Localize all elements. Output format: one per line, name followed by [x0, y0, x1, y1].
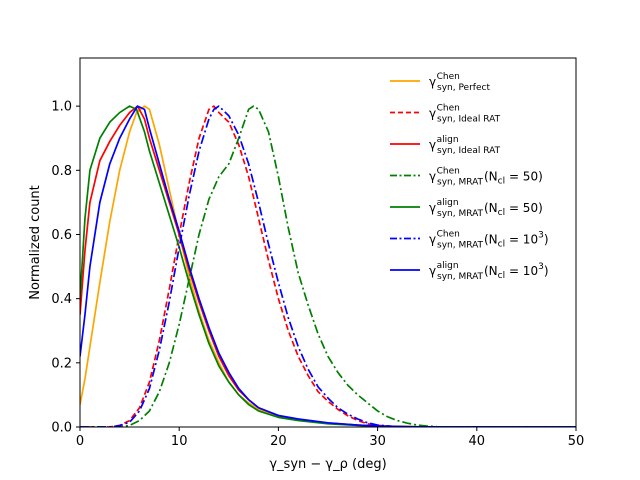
legend-entry-subscript: syn, MRAT: [437, 209, 484, 219]
y-tick-label: 0.0: [51, 421, 72, 436]
legend-entry-suffix: (Ncl = 50): [484, 201, 543, 218]
legend-entry-7: γalign: [429, 261, 459, 278]
x-tick-label: 10: [171, 434, 188, 449]
y-tick-label: 0.6: [51, 228, 72, 243]
series-line-2: [80, 105, 576, 427]
legend-entry-suffix: (Ncl = 50): [484, 170, 543, 187]
x-tick-label: 30: [369, 434, 386, 449]
legend-entry-subscript: syn, MRAT: [437, 272, 484, 282]
series-line-6: [80, 105, 576, 427]
legend-entry-subscript: syn, MRAT: [437, 178, 484, 188]
series-layer: [80, 105, 576, 427]
series-line-4: [80, 105, 576, 427]
y-tick-label: 1.0: [51, 100, 72, 115]
legend-entry-subscript: syn, Ideal RAT: [437, 146, 501, 156]
legend-entry-suffix: (Ncl = 103): [484, 231, 549, 250]
ticks-layer: 0 10 20 30 40 50 0.0 0.2 0.4 0.6 0.8 1.0: [51, 100, 584, 449]
x-tick-label: 50: [568, 434, 585, 449]
y-tick-label: 0.4: [51, 292, 72, 307]
legend-entry-4: γChen: [429, 167, 460, 184]
x-tick-label: 40: [469, 434, 486, 449]
legend-entry-2: γChen: [429, 104, 460, 121]
legend-entry-suffix: (Ncl = 103): [484, 262, 549, 281]
legend-entry-5: γalign: [429, 198, 459, 215]
legend-entry-1: γChen: [429, 72, 460, 89]
legend-entry-subscript: syn, Perfect: [437, 83, 490, 93]
x-tick-label: 0: [76, 434, 84, 449]
x-tick-label: 20: [270, 434, 287, 449]
series-line-7: [80, 105, 576, 427]
legend-entry-6: γChen: [429, 230, 460, 247]
axes-frame: [79, 57, 577, 428]
y-tick-label: 0.8: [51, 164, 72, 179]
legend-entry-3: γalign: [429, 135, 459, 152]
y-axis-label: Normalized count: [28, 185, 43, 300]
legend-entry-subscript: syn, MRAT: [437, 241, 484, 251]
legend-entry-subscript: syn, Ideal RAT: [437, 115, 501, 125]
y-tick-label: 0.2: [51, 356, 72, 371]
x-axis-label: γ_syn − γ_ρ (deg): [269, 457, 386, 472]
